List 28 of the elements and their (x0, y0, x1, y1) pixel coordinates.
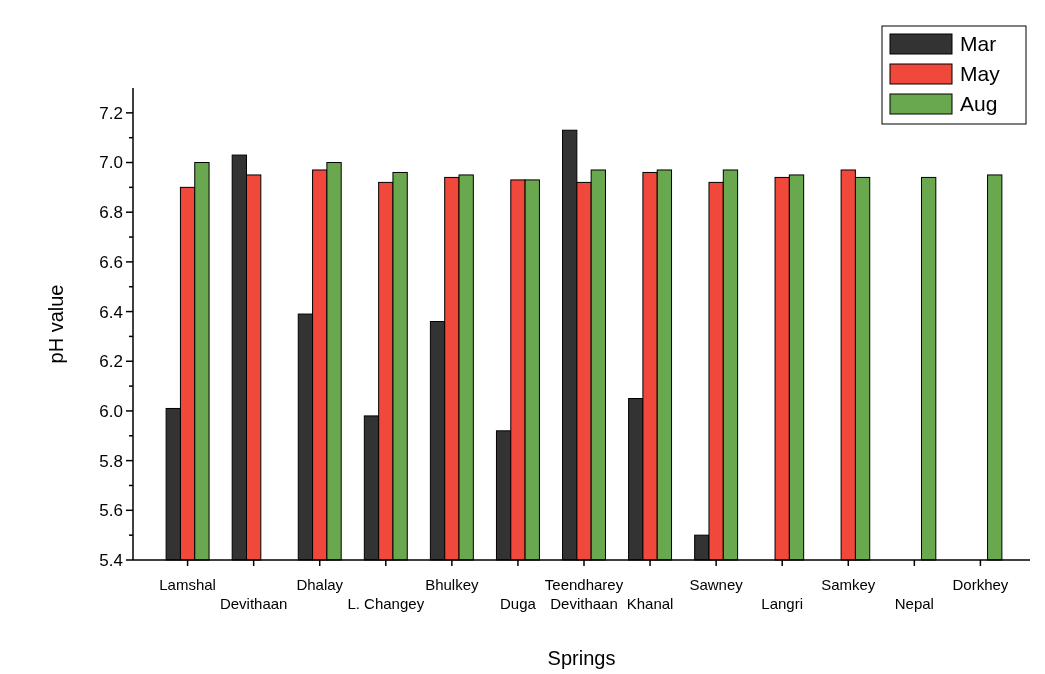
x-tick-label: Dhalay (296, 576, 344, 593)
legend-label: Aug (960, 92, 998, 116)
y-tick-label: 7.0 (99, 153, 123, 173)
x-tick-label: Devithaan (219, 595, 288, 612)
legend-label: May (960, 62, 1001, 86)
y-tick-label: 5.6 (99, 501, 123, 521)
x-tick-label: Duga (500, 595, 537, 612)
y-tick-label: 5.8 (99, 451, 123, 471)
x-tick-label: Langri (761, 595, 804, 612)
y-tick-label: 7.2 (99, 103, 123, 123)
x-tick-label: Teendharey Devithaan (544, 576, 624, 612)
y-tick-label: 5.4 (99, 550, 123, 570)
y-tick-label: 6.4 (99, 302, 123, 322)
y-tick-label: 6.6 (99, 252, 123, 272)
x-tick-label: Nepal (894, 595, 934, 612)
y-tick-label: 6.8 (99, 203, 123, 223)
legend-label: Mar (960, 32, 997, 56)
x-axis-title: Springs (547, 647, 616, 669)
y-tick-label: 6.0 (99, 401, 123, 421)
y-tick-label: 6.2 (99, 352, 123, 372)
x-tick-label: Bhulkey (425, 576, 480, 593)
x-tick-label: Dorkhey (952, 576, 1009, 593)
x-tick-label: Khanal (626, 595, 674, 612)
x-tick-label: Sawney (689, 576, 744, 593)
x-tick-label: L. Changey (347, 595, 425, 612)
x-tick-label: Samkey (821, 576, 876, 593)
x-tick-label: Lamshal (159, 576, 216, 593)
y-axis-title: pH value (45, 284, 67, 364)
